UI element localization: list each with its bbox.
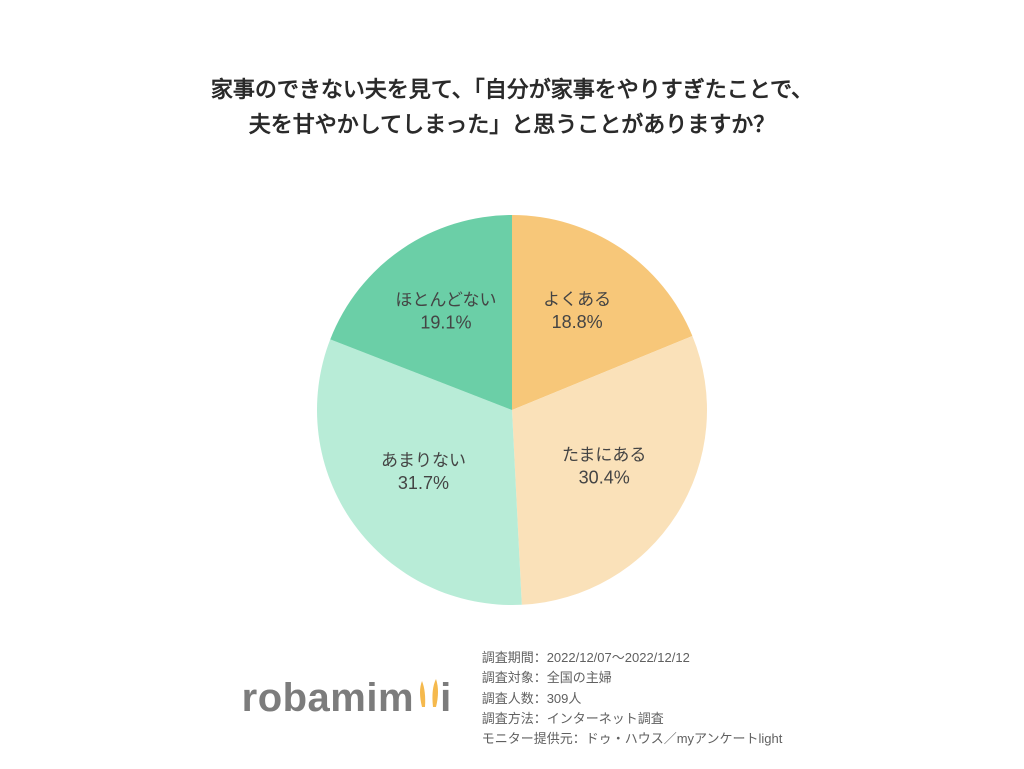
slice-label: よくある <box>543 289 611 308</box>
pie-chart-container: よくある 18.8% たまにある 30.4% あまりない 31.7% ほとんどない 19.1% <box>302 200 722 620</box>
slice-percent: 30.4% <box>579 467 630 487</box>
logo-text-before: robamim <box>242 676 414 721</box>
title-line-1: 家事のできない夫を見て、「自分が家事をやりすぎたことで、 <box>0 72 1024 107</box>
survey-info-line: 調査方法：インターネット調査 <box>482 709 783 729</box>
survey-info-line: 調査人数：309人 <box>482 689 783 709</box>
logo-text-after: i <box>440 676 452 721</box>
slice-label: あまりない <box>381 450 466 469</box>
slice-label: ほとんどない <box>395 290 496 309</box>
slice-percent: 18.8% <box>552 311 603 331</box>
logo: robamim i <box>242 676 452 721</box>
footer: robamim i 調査期間：2022/12/07～2022/12/12調査対象… <box>0 648 1024 749</box>
pie-chart: よくある 18.8% たまにある 30.4% あまりない 31.7% ほとんどない 19.1% <box>302 200 722 620</box>
ear-icon <box>416 676 442 721</box>
survey-info-line: 調査期間：2022/12/07～2022/12/12 <box>482 648 783 668</box>
title-line-2: 夫を甘やかしてしまった」と思うことがありますか？ <box>0 107 1024 142</box>
survey-info: 調査期間：2022/12/07～2022/12/12調査対象：全国の主婦調査人数… <box>482 648 783 749</box>
survey-info-line: モニター提供元：ドゥ・ハウス／myアンケートlight <box>482 729 783 749</box>
survey-info-line: 調査対象：全国の主婦 <box>482 668 783 688</box>
chart-title: 家事のできない夫を見て、「自分が家事をやりすぎたことで、 夫を甘やかしてしまった… <box>0 0 1024 142</box>
slice-percent: 19.1% <box>420 312 471 332</box>
slice-label: たまにある <box>562 445 647 464</box>
slice-percent: 31.7% <box>398 472 449 492</box>
